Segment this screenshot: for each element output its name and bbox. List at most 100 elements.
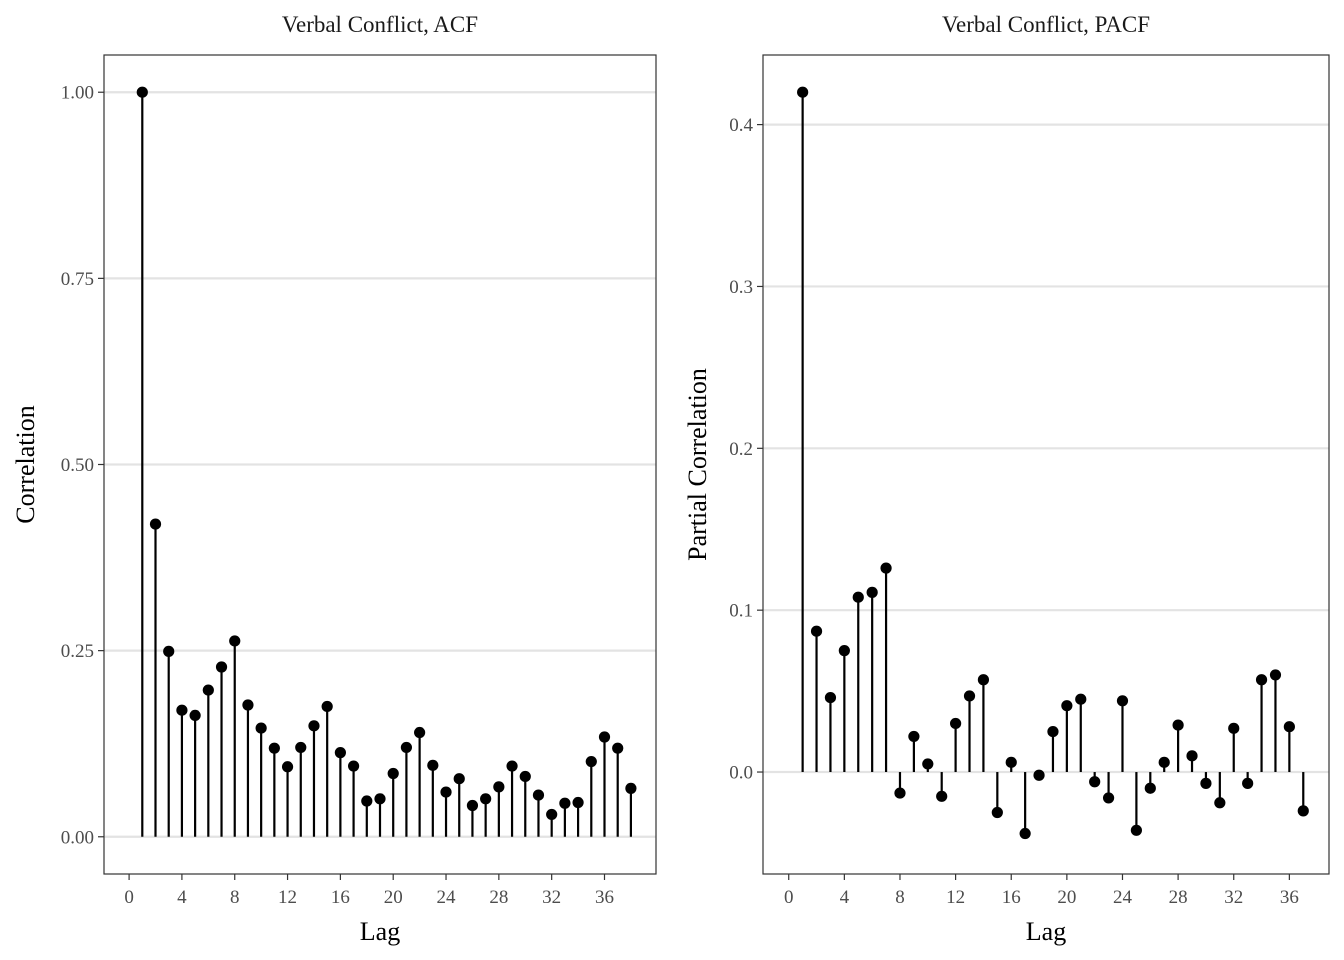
pacf-point xyxy=(1005,756,1017,768)
pacf-x-tick-label: 20 xyxy=(1057,887,1076,908)
acf-point xyxy=(440,786,452,798)
acf-point xyxy=(612,742,624,754)
pacf-point xyxy=(936,790,948,802)
acf-point xyxy=(321,700,333,713)
pacf-y-tick-label: 0.1 xyxy=(729,601,753,622)
acf-point xyxy=(466,799,479,812)
acf-y-tick-label: 0.50 xyxy=(61,455,94,476)
acf-point xyxy=(387,767,399,780)
acf-point xyxy=(506,760,518,772)
pacf-x-tick-label: 36 xyxy=(1280,887,1299,908)
pacf-point xyxy=(880,562,892,574)
acf-point xyxy=(176,704,188,716)
acf-y-tick-label: 0.75 xyxy=(61,269,94,290)
acf-point xyxy=(493,781,505,793)
acf-point xyxy=(149,518,162,530)
acf-y-tick-label: 0.25 xyxy=(61,641,94,662)
acf-point xyxy=(532,789,545,801)
pacf-point xyxy=(963,690,976,702)
pacf-point xyxy=(1242,777,1254,789)
acf-x-tick-label: 16 xyxy=(331,887,350,908)
pacf-point xyxy=(1297,805,1309,817)
pacf-point xyxy=(824,691,837,704)
pacf-x-tick-label: 32 xyxy=(1224,887,1243,908)
acf-title: Verbal Conflict, ACF xyxy=(282,12,478,37)
acf-x-axis-title: Lag xyxy=(360,917,400,946)
pacf-y-tick-label: 0.3 xyxy=(729,277,753,298)
acf-x-tick-label: 28 xyxy=(489,887,508,908)
pacf-x-tick-label: 24 xyxy=(1113,887,1133,908)
acf-x-tick-label: 4 xyxy=(177,887,187,908)
pacf-point xyxy=(1144,782,1156,794)
pacf-y-tick-label: 0.2 xyxy=(729,439,753,460)
pacf-point xyxy=(908,730,920,743)
acf-x-tick-label: 12 xyxy=(278,887,297,908)
pacf-y-axis-title: Partial Correlation xyxy=(683,368,712,561)
pacf-x-tick-label: 28 xyxy=(1169,887,1188,908)
pacf-point xyxy=(866,586,878,598)
pacf-point xyxy=(1283,721,1295,733)
acf-x-tick-label: 20 xyxy=(384,887,403,908)
pacf-point xyxy=(1019,827,1031,840)
pacf-point xyxy=(1033,769,1045,781)
pacf-x-tick-label: 4 xyxy=(840,887,850,908)
acf-point xyxy=(559,797,571,809)
acf-y-tick-label: 1.00 xyxy=(61,83,94,104)
pacf-y-tick-label: 0.4 xyxy=(729,115,753,136)
acf-point xyxy=(189,709,201,722)
pacf-y-tick-label: 0.0 xyxy=(729,763,753,784)
pacf-point xyxy=(1102,792,1115,804)
acf-point xyxy=(427,759,439,771)
pacf-point xyxy=(1130,824,1142,836)
acf-x-tick-label: 36 xyxy=(595,887,614,908)
acf-point xyxy=(229,635,241,647)
pacf-point xyxy=(1200,777,1212,789)
acf-point xyxy=(136,86,148,98)
pacf-point xyxy=(1158,756,1170,768)
pacf-panel-border xyxy=(762,54,1330,875)
pacf-point xyxy=(1047,725,1059,738)
acf-point xyxy=(255,722,267,734)
pacf-point xyxy=(991,806,1003,819)
acf-y-tick-label: 0.00 xyxy=(61,827,94,848)
pacf-x-tick-label: 8 xyxy=(895,887,905,908)
pacf-point xyxy=(1186,750,1198,762)
pacf-x-tick-label: 16 xyxy=(1002,887,1021,908)
pacf-point xyxy=(838,645,850,657)
pacf-point xyxy=(1228,722,1240,734)
acf-point xyxy=(598,731,611,743)
pacf-point xyxy=(977,674,990,686)
pacf-point xyxy=(1061,700,1073,712)
acf-point xyxy=(572,796,584,809)
acf-x-tick-label: 24 xyxy=(437,887,457,908)
acf-point xyxy=(281,761,294,773)
acf-point xyxy=(215,661,228,673)
acf-point xyxy=(374,793,386,805)
pacf-point xyxy=(950,717,962,730)
pacf-point xyxy=(1116,695,1129,707)
acf-x-tick-label: 0 xyxy=(124,887,134,908)
acf-point xyxy=(453,773,465,785)
pacf-point xyxy=(797,86,809,98)
acf-point xyxy=(295,741,307,754)
acf-point xyxy=(334,747,346,759)
acf-x-tick-label: 32 xyxy=(542,887,561,908)
acf-point xyxy=(308,720,320,732)
acf-x-tick-label: 8 xyxy=(230,887,240,908)
acf-point xyxy=(347,760,360,772)
acf-point xyxy=(625,782,637,794)
pacf-point xyxy=(1255,674,1268,686)
pacf-point xyxy=(1269,669,1282,681)
pacf-point xyxy=(1172,719,1184,731)
pacf-title: Verbal Conflict, PACF xyxy=(942,12,1150,37)
pacf-point xyxy=(1214,797,1226,809)
pacf-point xyxy=(922,758,934,770)
acf-point xyxy=(585,755,597,768)
acf-panel: 0.00 0.25 0.50 0.75 1.00 0 4 8 12 16 20 24 28 32 36 Ver… xyxy=(11,12,657,946)
acf-point xyxy=(480,793,492,805)
acf-y-axis-title: Correlation xyxy=(11,405,40,523)
acf-point xyxy=(163,645,175,657)
pacf-panel: 0.0 0.1 0.2 0.3 0.4 0 4 8 12 16 20 24 28 32 36 Verbal C… xyxy=(683,12,1330,946)
acf-point xyxy=(268,742,280,754)
